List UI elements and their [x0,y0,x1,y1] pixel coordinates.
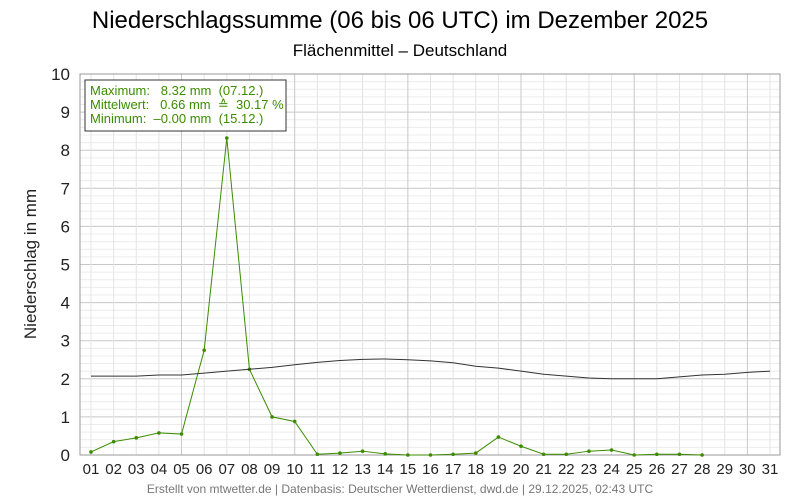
y-tick-label: 10 [51,65,70,84]
x-tick-label: 24 [603,461,620,478]
x-tick-label: 21 [535,461,552,478]
data-point [225,136,229,140]
x-tick-label: 14 [377,461,394,478]
stats-legend: Maximum: 8.32 mm (07.12.) Mittelwert: 0.… [84,79,287,132]
series-daily-precipitation-line [90,137,703,456]
y-tick-label: 0 [61,446,70,465]
x-tick-label: 17 [445,461,462,478]
x-tick-label: 16 [422,461,439,478]
series-reference-line [91,358,771,380]
x-tick-label: 09 [264,461,281,478]
data-point [496,435,501,439]
y-tick-label: 2 [61,370,70,389]
data-point [360,449,365,453]
data-point [473,451,478,455]
stats-legend-min: Minimum: –0.00 mm (15.12.) [90,111,263,126]
x-tick-label: 13 [354,461,371,478]
x-tick-label: 12 [332,461,349,478]
x-tick-label: 26 [648,461,665,478]
y-tick-label: 5 [61,256,70,275]
x-tick-label: 07 [218,461,235,478]
x-tick-label: 08 [241,461,258,478]
data-point [157,431,161,435]
data-point [587,449,591,453]
x-tick-label: 29 [716,461,733,478]
x-tick-label: 06 [196,461,213,478]
data-point [609,448,614,452]
data-point [202,348,206,353]
chart-title: Niederschlagssumme (06 bis 06 UTC) im De… [92,7,708,34]
x-tick-label: 30 [739,461,756,478]
data-point [700,453,704,457]
x-tick-label: 22 [558,461,575,478]
data-point [338,451,342,455]
grid [80,73,780,456]
data-point [632,453,636,457]
x-tick-label: 11 [310,461,326,478]
data-point [541,452,546,457]
x-tick-label: 19 [490,461,507,478]
data-point [451,452,455,457]
x-tick-label: 18 [467,461,484,478]
x-tick-label: 20 [513,461,530,478]
x-tick-label: 10 [286,461,303,478]
data-point [179,432,184,436]
data-point [655,452,659,457]
y-axis-label: Niederschlag in mm [21,189,40,339]
data-point [134,436,139,440]
series-group [89,136,771,457]
x-axis-ticks: 01 02 03 04 05 06 07 08 09 10 11 12 13 14 15 16 17 18 19 20… [83,461,779,478]
y-tick-label: 7 [61,179,70,198]
y-tick-label: 9 [61,103,70,122]
x-tick-label: 23 [581,461,598,478]
data-point [270,415,274,419]
x-tick-label: 31 [762,461,779,478]
x-tick-label: 15 [400,461,417,478]
x-tick-label: 28 [694,461,711,478]
data-point [111,439,116,444]
x-tick-label: 27 [671,461,688,478]
chart-footer: Erstellt von mtwetter.de | Datenbasis: D… [147,482,654,496]
data-point [519,444,523,449]
x-tick-label: 05 [173,461,190,478]
y-tick-label: 1 [61,408,70,427]
data-point [383,452,388,456]
data-point [677,452,682,457]
x-tick-label: 25 [626,461,643,478]
data-point [406,453,410,457]
chart-subtitle: Flächenmittel – Deutschland [293,41,508,60]
data-point [89,450,93,454]
y-axis-ticks: 0 1 2 3 4 5 6 7 8 9 10 [51,65,70,465]
y-tick-label: 6 [61,217,70,236]
x-tick-label: 04 [151,461,168,478]
data-point [315,452,320,457]
x-tick-label: 02 [105,461,122,478]
y-tick-label: 4 [61,294,70,313]
stats-legend-box [84,79,287,132]
x-tick-label: 01 [83,461,100,478]
stats-legend-max: Maximum: 8.32 mm (07.12.) [90,83,263,98]
y-tick-label: 8 [61,141,70,160]
data-point [564,452,569,457]
data-point [292,419,297,424]
stats-legend-mean: Mittelwert: 0.66 mm ≙ 30.17 % [90,97,284,112]
x-tick-label: 03 [128,461,145,478]
data-point [428,453,433,457]
y-tick-label: 3 [61,332,70,351]
